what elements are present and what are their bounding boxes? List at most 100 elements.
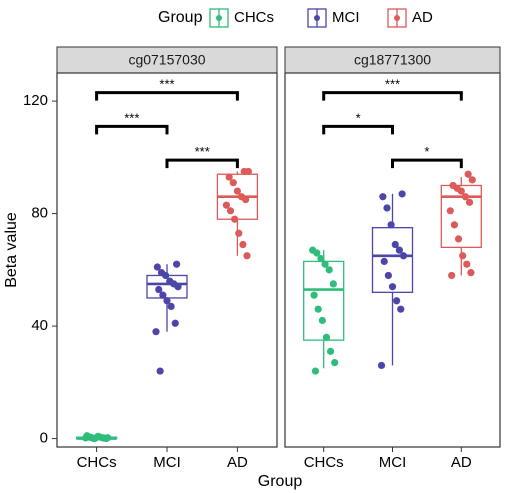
data-point xyxy=(391,240,399,249)
legend-item-mci: MCI xyxy=(307,8,360,28)
data-point xyxy=(448,271,456,280)
data-point xyxy=(329,280,337,288)
box-ad xyxy=(216,167,259,260)
data-point xyxy=(225,173,233,181)
data-point xyxy=(388,283,397,291)
data-point xyxy=(229,179,237,187)
significance-label: * xyxy=(356,110,361,125)
data-point xyxy=(322,333,331,341)
legend-title: Group xyxy=(158,9,203,26)
data-point xyxy=(243,252,251,260)
bracket-line xyxy=(391,158,463,169)
data-point xyxy=(104,434,112,442)
data-point xyxy=(395,246,403,254)
data-point xyxy=(379,193,387,201)
data-point xyxy=(321,260,329,268)
data-point xyxy=(155,285,163,294)
data-point xyxy=(383,204,391,212)
significance-bracket: *** xyxy=(95,77,239,101)
data-point xyxy=(459,252,467,260)
significance-bracket: * xyxy=(322,110,394,135)
x-tick-label: CHCs xyxy=(77,454,117,471)
data-point xyxy=(331,359,339,367)
data-point xyxy=(226,207,235,215)
data-point xyxy=(325,266,333,274)
data-point xyxy=(399,252,408,260)
data-point xyxy=(174,283,182,291)
data-point xyxy=(465,198,474,206)
box-mci xyxy=(371,190,414,370)
data-point xyxy=(464,170,472,178)
facet-title: cg18771300 xyxy=(354,52,431,68)
facet-title: cg07157030 xyxy=(128,52,205,68)
data-point xyxy=(167,302,175,310)
data-point xyxy=(310,291,318,299)
data-point xyxy=(450,221,459,229)
data-point xyxy=(163,297,171,305)
box-mci xyxy=(146,260,188,375)
box-iqr xyxy=(440,184,482,248)
data-point xyxy=(244,167,252,176)
box-chcs xyxy=(75,432,118,443)
box-iqr xyxy=(371,227,414,293)
data-point xyxy=(468,176,476,184)
data-point xyxy=(156,367,164,375)
x-tick-label: AD xyxy=(451,454,472,471)
y-axis-title: Beta value xyxy=(3,212,20,288)
significance-label: *** xyxy=(159,77,174,92)
legend-key-dot xyxy=(394,15,400,21)
legend-key-dot xyxy=(314,15,320,21)
data-point xyxy=(314,305,322,313)
data-point xyxy=(318,316,326,325)
legend-label: AD xyxy=(412,9,433,26)
legend-item-ad: AD xyxy=(387,8,433,28)
legend-label: MCI xyxy=(332,9,360,26)
y-tick-label: 120 xyxy=(23,92,48,109)
significance-label: * xyxy=(424,144,429,159)
bracket-line xyxy=(95,91,239,101)
bracket-line xyxy=(95,124,169,135)
significance-bracket: *** xyxy=(322,77,463,101)
bracket-line xyxy=(165,158,239,169)
panel-1: cg07157030 CHCs MCI AD *** *** *** xyxy=(56,46,278,471)
data-point xyxy=(233,187,241,195)
data-point xyxy=(317,254,325,263)
data-point xyxy=(387,221,395,229)
legend-label: CHCs xyxy=(234,9,274,26)
data-point xyxy=(467,269,475,277)
data-point xyxy=(222,201,230,209)
box-iqr xyxy=(303,260,345,341)
data-point xyxy=(397,305,405,313)
bracket-line xyxy=(322,91,463,101)
x-tick-label: AD xyxy=(227,454,248,471)
data-point xyxy=(173,260,181,268)
data-point xyxy=(461,193,470,201)
data-point xyxy=(153,263,161,271)
data-point xyxy=(152,328,160,336)
y-tick-label: 80 xyxy=(31,205,48,222)
legend: Group CHCs MCI AD xyxy=(158,8,433,28)
x-tick-label: CHCs xyxy=(304,454,344,471)
data-point xyxy=(457,187,465,195)
data-point xyxy=(326,347,335,355)
x-tick-label: MCI xyxy=(379,454,407,471)
x-tick-label: MCI xyxy=(153,454,181,471)
significance-bracket: *** xyxy=(165,144,239,169)
data-point xyxy=(171,319,179,327)
data-point xyxy=(162,271,170,280)
significance-label: *** xyxy=(124,110,139,125)
box-chcs xyxy=(303,246,345,375)
data-point xyxy=(454,235,463,243)
significance-label: *** xyxy=(195,144,210,159)
bracket-line xyxy=(322,124,394,135)
y-tick-label: 40 xyxy=(31,317,48,334)
data-point xyxy=(446,207,454,215)
x-axis-title: Group xyxy=(258,473,303,490)
data-point xyxy=(159,291,167,299)
facet-strip xyxy=(56,46,278,74)
significance-label: *** xyxy=(385,77,400,92)
data-point xyxy=(313,249,321,257)
data-point xyxy=(398,190,406,198)
